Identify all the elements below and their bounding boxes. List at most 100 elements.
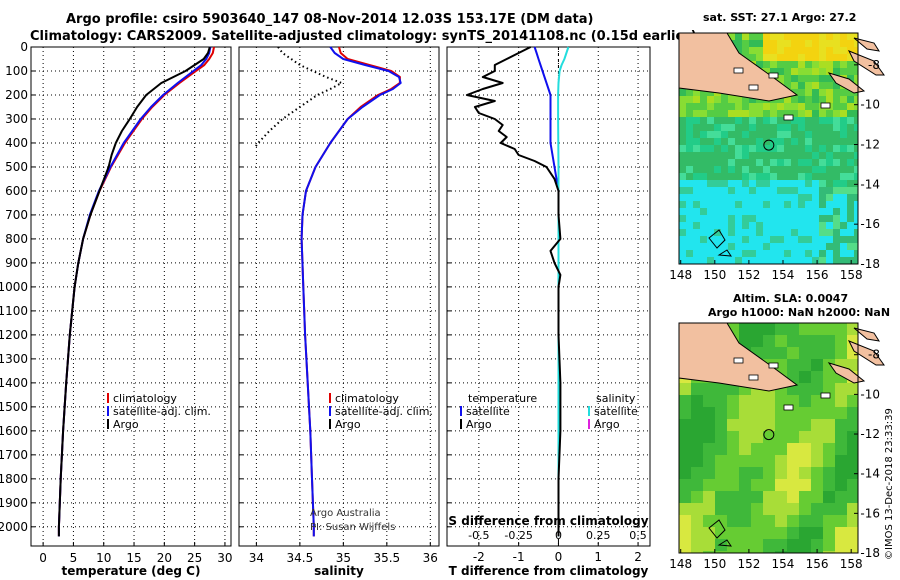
sst-map-cell [721, 159, 729, 167]
sst-map-cell [679, 131, 687, 139]
sla-map-cell [763, 527, 776, 540]
sst-map-cell [805, 33, 813, 41]
sst-map-cell [777, 215, 785, 223]
sst-map-cell [826, 145, 834, 153]
sla-map-cell [847, 539, 859, 552]
sst-map-cell [707, 110, 715, 118]
sst-map-cell [798, 208, 806, 216]
diff-legend-salinity-label: satellite [594, 405, 638, 418]
sla-map-cell [739, 455, 752, 468]
sst-map-cell [840, 257, 848, 265]
sst-map-cell [770, 124, 778, 132]
depth-tick-label: 1500 [0, 400, 28, 414]
sst-map-cell [833, 117, 841, 125]
salinity-xtick-label: 34.5 [287, 551, 314, 565]
sst-map-cell [819, 222, 827, 230]
sst-map-cell [707, 194, 715, 202]
sst-map-cell [777, 47, 785, 55]
sla-map-cell [835, 491, 848, 504]
diff-legend-temperature-swatch [460, 419, 462, 429]
salinity-xlabel: salinity [314, 564, 364, 578]
sla-map-cell [679, 479, 692, 492]
sst-map-cell [805, 40, 813, 48]
sla-map-cell [835, 527, 848, 540]
sla-map-cell [847, 383, 859, 396]
sst-map-cell [798, 201, 806, 209]
sla-map-cell [787, 419, 800, 432]
sst-map-cell [735, 229, 743, 237]
sst-map-cell [693, 138, 701, 146]
sst-map-cell [812, 145, 820, 153]
sst-map-cell [833, 138, 841, 146]
sst-map-cell [763, 166, 771, 174]
sst-map-cell [847, 194, 855, 202]
sst-map-cell [784, 138, 792, 146]
sla-map-cell [703, 479, 716, 492]
sst-map-cell [805, 110, 813, 118]
sst-map-cell [819, 68, 827, 76]
sla-map-reef-blank [733, 357, 744, 364]
sst-map-cell [728, 215, 736, 223]
sst-map-cell [742, 201, 750, 209]
sst-map-cell [847, 61, 855, 69]
sla-map-cell [847, 335, 859, 348]
sst-map-cell [833, 236, 841, 244]
sst-map-cell [770, 47, 778, 55]
sst-map-cell [798, 110, 806, 118]
sst-map-cell [728, 145, 736, 153]
sst-map-cell [819, 194, 827, 202]
sst-map-cell [735, 173, 743, 181]
sst-map-cell [805, 89, 813, 97]
sla-map-cell [823, 347, 836, 360]
sst-map-cell [784, 180, 792, 188]
sst-map-cell [693, 96, 701, 104]
sla-map-cell [715, 383, 728, 396]
sst-map-cell [756, 166, 764, 174]
sla-map-cell [835, 407, 848, 420]
sst-map-cell [679, 166, 687, 174]
sst-map-cell [840, 124, 848, 132]
depth-tick-label: 1000 [0, 280, 28, 294]
sla-map-cell [751, 407, 764, 420]
sst-map-cell [777, 236, 785, 244]
sst-map-cell [749, 152, 757, 160]
sst-map-cell [693, 180, 701, 188]
sla-map-cell [763, 419, 776, 432]
sst-map-cell [784, 110, 792, 118]
sst-map-cell [700, 110, 708, 118]
difference-plot-frame [446, 46, 651, 547]
sst-map-cell [854, 33, 859, 41]
sst-map-cell [847, 117, 855, 125]
sst-map-cell [679, 138, 687, 146]
sla-map-cell [679, 527, 692, 540]
sla-map-cell [775, 443, 788, 456]
sst-map-xtick-label: 156 [806, 268, 829, 282]
sla-map-cell [751, 551, 764, 554]
sla-map-cell [775, 455, 788, 468]
sst-map-cell [840, 131, 848, 139]
sst-map-cell [791, 208, 799, 216]
sst-map-cell [749, 54, 757, 62]
sst-map-cell [686, 110, 694, 118]
sst-map-cell [791, 96, 799, 104]
sst-map-cell [847, 152, 855, 160]
sst-map-reef-blank [783, 114, 794, 121]
sla-map-cell [847, 407, 859, 420]
sla-map-land-new-guinea [678, 322, 799, 392]
sla-map-cell [691, 527, 704, 540]
sst-map-cell [700, 159, 708, 167]
sla-map-cell [775, 503, 788, 516]
sst-map-cell [693, 145, 701, 153]
sst-map-cell [714, 215, 722, 223]
sst-map-cell [833, 159, 841, 167]
sst-map-cell [714, 229, 722, 237]
sst-map-cell [819, 40, 827, 48]
sst-map-cell [707, 222, 715, 230]
sst-map-cell [854, 201, 859, 209]
sla-map-cell [751, 467, 764, 480]
sst-map-cell [840, 103, 848, 111]
sst-map-cell [854, 96, 859, 104]
sst-map-cell [770, 103, 778, 111]
sst-map-cell [847, 131, 855, 139]
sst-map-ytick-label: -16 [860, 217, 880, 231]
